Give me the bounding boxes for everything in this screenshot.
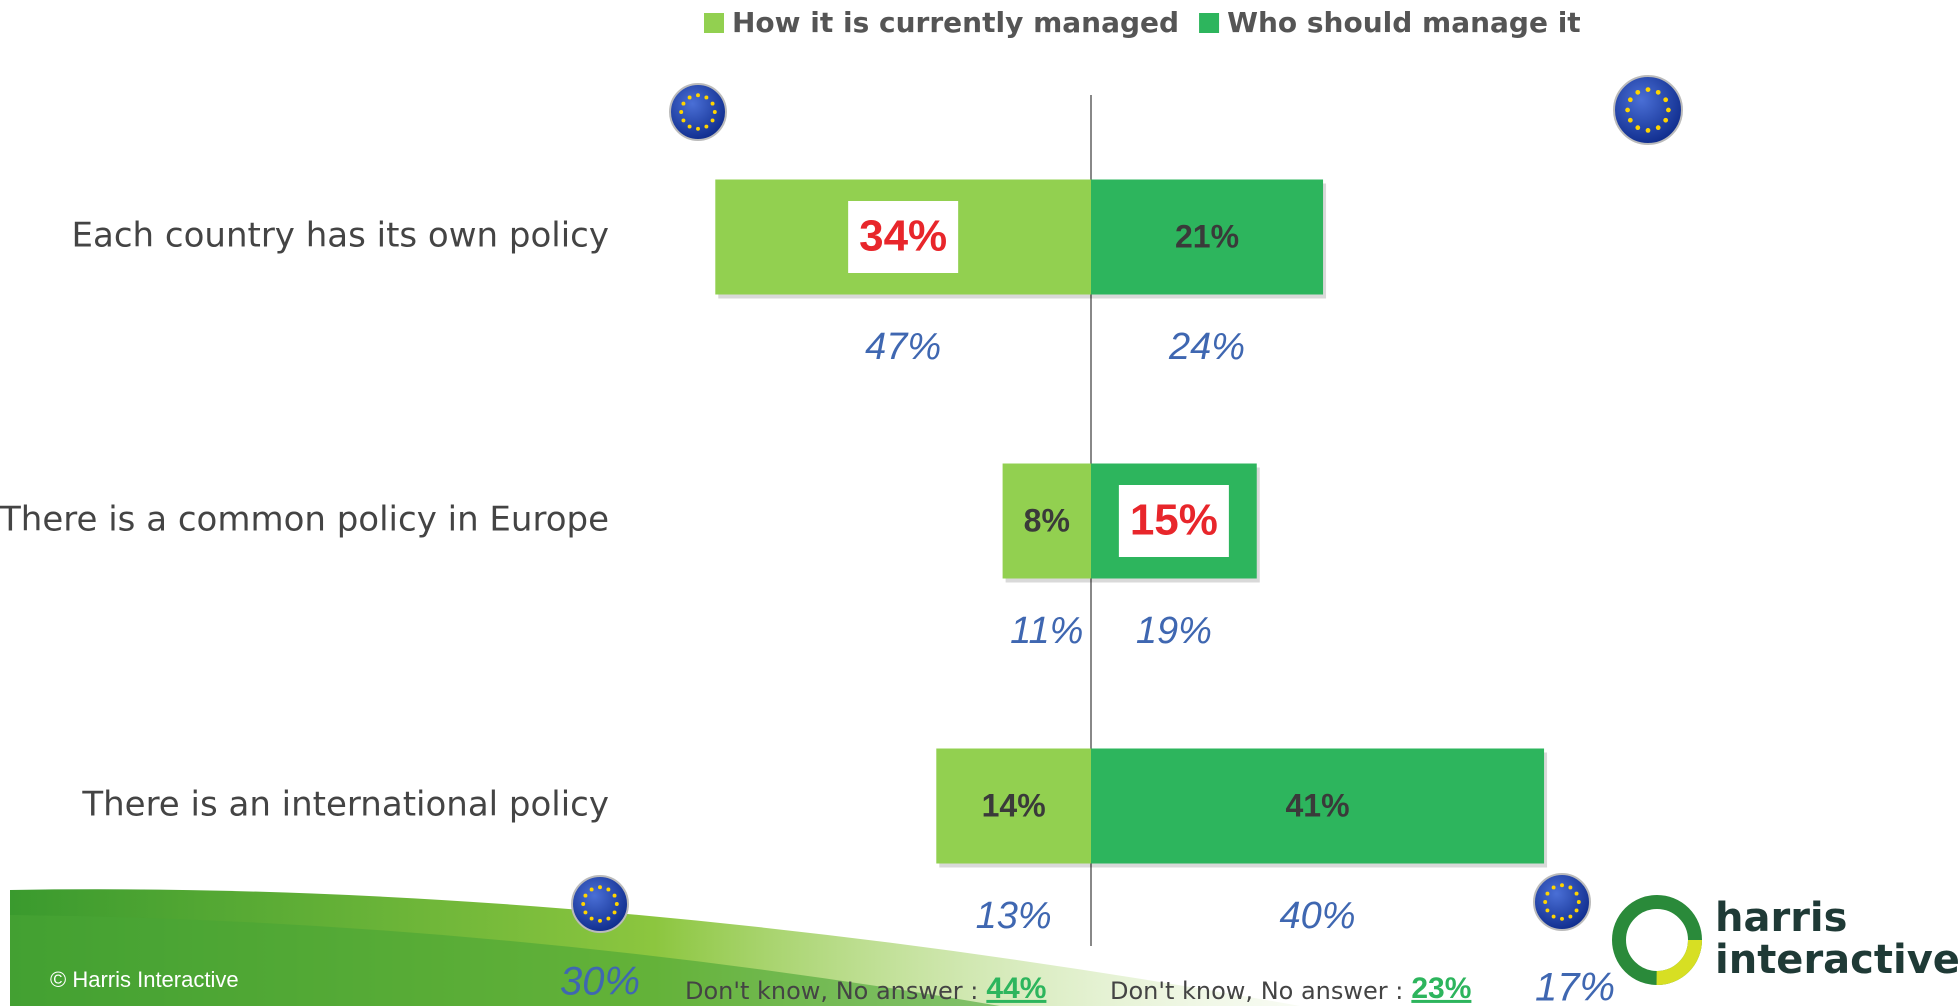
eu-star [583,910,588,915]
value-label: 34% [859,212,947,261]
comparison-label: 40% [1279,895,1355,937]
eu-star [1576,900,1581,904]
eu-star [687,124,692,129]
eu-star [1645,128,1651,133]
eu-star [1560,883,1564,888]
eu-star [589,916,594,921]
logo-text: interactive [1715,937,1960,983]
logo-text: harris [1715,895,1847,941]
eu-star [710,101,715,106]
comparison-label: 11% [1010,610,1083,652]
category-label: There is a common policy in Europe [0,500,609,540]
eu-star [1568,914,1573,919]
value-label: 14% [982,787,1046,823]
eu-flag-disc [1613,75,1683,145]
no-answer-value: 23% [1411,972,1471,1005]
eu-star [581,902,586,906]
eu-star [1574,908,1579,913]
bar [936,748,1091,864]
logo: harris interactive [1612,895,1960,985]
no-answer-comparison: 17% [1535,966,1615,1006]
eu-star [612,893,617,898]
eu-star [696,126,700,131]
legend-swatch [1199,13,1220,33]
eu-star [1551,885,1556,890]
eu-star [687,95,692,100]
eu-star [1568,885,1573,890]
eu-star [1635,89,1641,95]
value-label: 41% [1286,787,1350,823]
eu-star [681,101,686,106]
eu-star [612,910,617,915]
bar [1091,748,1545,864]
eu-star [583,893,588,898]
eu-star [1574,891,1579,896]
eu-star [704,124,709,129]
category-label: Each country has its own policy [72,216,609,256]
logo-ring [1612,895,1702,985]
eu-flag-disc [669,83,727,141]
eu-star [704,95,709,100]
eu-star [598,885,602,890]
bar [1002,463,1091,579]
swoosh [10,915,1000,1006]
no-answer-label: Don't know, No answer : [685,977,978,1005]
eu-star [1663,97,1669,103]
value-label: 8% [1024,502,1070,538]
value-label: 21% [1175,218,1239,254]
no-answer-value: 44% [986,972,1046,1005]
highlight-box [1118,485,1229,557]
eu-star [1663,117,1669,123]
value-label: 15% [1130,496,1218,545]
no-answer-comparison: 30% [560,960,640,1004]
eu-star [1635,125,1641,131]
eu-star [606,887,611,892]
legend-label: How it is currently managed [732,6,1179,39]
eu-star [1666,107,1671,113]
eu-star [1645,87,1651,92]
eu-flag [1533,873,1591,931]
eu-flag [1613,75,1683,145]
eu-star [681,118,686,123]
copyright: © Harris Interactive [50,967,239,992]
eu-star [598,918,602,923]
legend-label: Who should manage it [1227,6,1581,39]
no-answer-label: Don't know, No answer : [1110,977,1403,1005]
eu-star [606,916,611,921]
bar [1091,179,1324,295]
eu-star [1551,914,1556,919]
eu-flag-disc [571,875,629,933]
eu-flag [571,875,629,933]
eu-star [1625,107,1630,113]
eu-star [614,902,619,906]
comparison-label: 19% [1136,610,1212,652]
comparison-label: 24% [1168,326,1245,368]
eu-star [1545,891,1550,896]
eu-star [1655,125,1661,131]
eu-star [589,887,594,892]
eu-star [1627,97,1633,103]
eu-star [1543,900,1548,904]
eu-star [1560,916,1564,921]
eu-star [679,110,684,114]
eu-flag [669,83,727,141]
legend-swatch [704,13,724,33]
eu-star [710,118,715,123]
eu-star [1627,117,1633,123]
eu-star [1545,908,1550,913]
eu-flag-disc [1533,873,1591,931]
eu-star [696,93,700,98]
eu-star [712,110,717,114]
eu-star [1655,89,1661,95]
category-label: There is an international policy [81,785,609,825]
comparison-label: 13% [976,895,1052,937]
comparison-label: 47% [865,326,941,368]
highlight-box [848,201,959,273]
